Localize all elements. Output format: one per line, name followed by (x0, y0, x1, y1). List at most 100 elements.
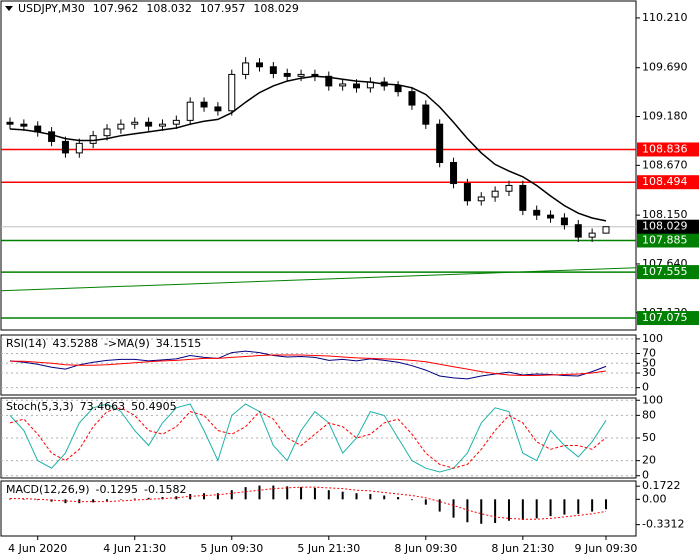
chart-header: USDJPY,M30 107.962 108.032 107.957 108.029 (18, 2, 299, 15)
macd-bar (147, 497, 150, 500)
level-box (637, 142, 699, 157)
candle-body (450, 161, 458, 185)
level-label: 108.494 (642, 175, 688, 188)
candle-body (186, 101, 194, 121)
candle-body (297, 73, 305, 77)
candle-body (269, 66, 277, 74)
macd-bar (341, 491, 344, 500)
panel-header: MACD(12,26,9) -0.1295 -0.1582 (6, 483, 186, 496)
macd-bar (452, 499, 455, 518)
y-tick-label: -0.3312 (642, 518, 684, 531)
macd-bar (507, 499, 510, 521)
macd-bar (327, 490, 330, 500)
macd-bar (175, 496, 178, 500)
candle-body (75, 142, 83, 154)
x-tick-label: 4 Jun 2020 (8, 542, 67, 555)
symbol-icon (5, 6, 13, 11)
y-tick-label: 108.670 (642, 158, 688, 171)
level-label: 107.885 (642, 233, 688, 246)
macd-bar (313, 487, 316, 500)
candle-body (408, 91, 416, 106)
y-tick-label: 109.690 (642, 61, 688, 74)
macd-bar (272, 485, 275, 500)
current-value: 50.4905 (131, 400, 177, 413)
x-tick-label: 8 Jun 09:30 (394, 542, 457, 555)
candle-body (145, 121, 153, 127)
current-value: -0.1295 (96, 483, 138, 496)
indicator-line (9, 407, 607, 469)
macd-bar (92, 499, 95, 503)
y-tick-label: 0.00 (642, 492, 667, 505)
macd-bar (383, 495, 386, 500)
indicator-title: MACD(12,26,9) (6, 483, 90, 496)
candle-body (533, 209, 541, 216)
macd-bar (369, 493, 372, 500)
price-box (637, 219, 699, 234)
candle-body (491, 190, 499, 198)
macd-bar (300, 487, 303, 500)
candle-body (436, 123, 444, 163)
x-tick-label: 5 Jun 21:30 (297, 542, 360, 555)
macd-bar (22, 499, 25, 500)
macd-bar (355, 493, 358, 500)
y-tick-label: 30 (642, 366, 656, 379)
y-tick-label: 50 (642, 431, 656, 444)
candle-body (61, 140, 69, 154)
candle-body (200, 101, 208, 108)
candle-body (463, 183, 471, 202)
legend-entry: ->MA(9) (104, 337, 150, 350)
ohlc-high: 108.032 (146, 2, 192, 15)
y-tick-label: 110.210 (642, 11, 688, 24)
candle-body (103, 128, 111, 137)
macd-bar (466, 499, 469, 523)
macd-bar (119, 499, 122, 500)
candle-body (48, 131, 56, 142)
macd-bar (577, 499, 580, 514)
x-tick-label: 8 Jun 21:30 (491, 542, 554, 555)
candle-body (325, 75, 333, 87)
candle-body (547, 214, 555, 219)
x-tick-label: 9 Jun 09:30 (575, 542, 638, 555)
macd-bar (438, 499, 441, 512)
panel-header: RSI(14) 43.5288 ->MA(9) 34.1515 (6, 337, 201, 350)
current-value: 73.4663 (80, 400, 126, 413)
level-label: 108.836 (642, 142, 688, 155)
panel-frame (0, 334, 637, 396)
candle-body (6, 121, 14, 125)
macd-bar (535, 499, 538, 519)
macd-bar (424, 499, 427, 505)
y-tick-label: 0 (642, 381, 649, 394)
candle-body (602, 226, 610, 234)
macd-bar (605, 499, 607, 510)
candle-body (505, 184, 513, 192)
x-tick-label: 4 Jun 21:30 (103, 542, 166, 555)
candle-body (394, 85, 402, 93)
indicator-title: Stoch(5,3,3) (6, 400, 74, 413)
macd-bar (286, 486, 289, 500)
chart-title: USDJPY,M30 (18, 2, 85, 15)
y-tick-label: 100 (642, 393, 663, 406)
panel-header: Stoch(5,3,3) 73.4663 50.4905 (6, 400, 177, 413)
panel-frame (0, 480, 637, 537)
candle-body (574, 224, 582, 238)
macd-bar (591, 499, 594, 512)
macd-bar (106, 499, 109, 501)
y-tick-label: 100 (642, 332, 663, 345)
indicator-title: RSI(14) (6, 337, 46, 350)
level-box (637, 233, 699, 248)
macd-bar (244, 487, 247, 500)
y-tick-label: 20 (642, 454, 656, 467)
candle-body (20, 123, 28, 127)
candle-body (117, 123, 125, 130)
candle-body (353, 83, 361, 89)
level-box (637, 265, 699, 280)
y-tick-label: 80 (642, 408, 656, 421)
indicator-line (9, 403, 607, 473)
y-tick-label: 0 (642, 469, 649, 482)
ohlc-close: 108.029 (253, 2, 299, 15)
moving-average (9, 75, 607, 222)
candle-body (131, 121, 139, 125)
y-tick-label: 50 (642, 356, 656, 369)
